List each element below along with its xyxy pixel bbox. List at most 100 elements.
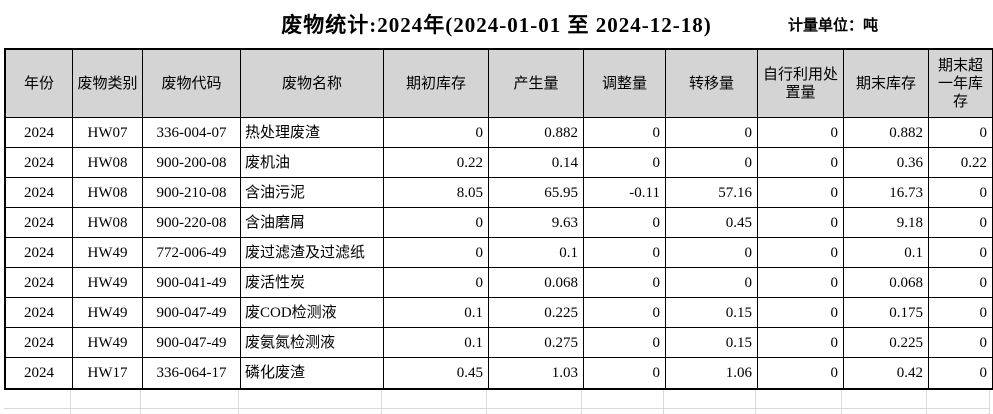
- empty-spreadsheet-cell[interactable]: [382, 390, 487, 409]
- empty-spreadsheet-cell[interactable]: [71, 390, 141, 409]
- cell-adjusted-amount[interactable]: 0: [584, 358, 666, 388]
- empty-spreadsheet-cell[interactable]: [842, 409, 927, 414]
- cell-closing-stock[interactable]: 0.36: [844, 148, 929, 178]
- cell-self-disposal-amount[interactable]: 0: [758, 328, 844, 358]
- cell-transferred-amount[interactable]: 0.45: [666, 208, 758, 238]
- column-header-transferred-amount[interactable]: 转移量: [666, 50, 758, 118]
- cell-waste-category[interactable]: HW49: [73, 328, 143, 358]
- cell-over-one-year-stock[interactable]: 0: [929, 298, 992, 328]
- cell-generated-amount[interactable]: 0.068: [489, 268, 584, 298]
- cell-waste-category[interactable]: HW07: [73, 118, 143, 148]
- cell-year[interactable]: 2024: [6, 208, 73, 238]
- cell-closing-stock[interactable]: 0.882: [844, 118, 929, 148]
- empty-spreadsheet-cell[interactable]: [4, 409, 71, 414]
- column-header-year[interactable]: 年份: [6, 50, 73, 118]
- cell-self-disposal-amount[interactable]: 0: [758, 208, 844, 238]
- column-header-closing-stock[interactable]: 期末库存: [844, 50, 929, 118]
- cell-adjusted-amount[interactable]: 0: [584, 118, 666, 148]
- cell-waste-code[interactable]: 900-047-49: [143, 298, 241, 328]
- cell-adjusted-amount[interactable]: 0: [584, 238, 666, 268]
- cell-waste-category[interactable]: HW08: [73, 178, 143, 208]
- cell-closing-stock[interactable]: 0.225: [844, 328, 929, 358]
- cell-year[interactable]: 2024: [6, 328, 73, 358]
- column-header-adjusted-amount[interactable]: 调整量: [584, 50, 666, 118]
- cell-opening-stock[interactable]: 0: [384, 268, 489, 298]
- cell-over-one-year-stock[interactable]: 0: [929, 178, 992, 208]
- empty-spreadsheet-cell[interactable]: [927, 409, 990, 414]
- cell-opening-stock[interactable]: 0.1: [384, 298, 489, 328]
- cell-waste-code[interactable]: 900-041-49: [143, 268, 241, 298]
- cell-year[interactable]: 2024: [6, 148, 73, 178]
- cell-closing-stock[interactable]: 9.18: [844, 208, 929, 238]
- cell-opening-stock[interactable]: 0.22: [384, 148, 489, 178]
- cell-waste-category[interactable]: HW49: [73, 268, 143, 298]
- empty-spreadsheet-cell[interactable]: [239, 409, 382, 414]
- cell-transferred-amount[interactable]: 1.06: [666, 358, 758, 388]
- cell-closing-stock[interactable]: 0.175: [844, 298, 929, 328]
- cell-over-one-year-stock[interactable]: 0: [929, 118, 992, 148]
- cell-over-one-year-stock[interactable]: 0: [929, 208, 992, 238]
- cell-adjusted-amount[interactable]: 0: [584, 298, 666, 328]
- cell-waste-name[interactable]: 废COD检测液: [241, 298, 384, 328]
- cell-closing-stock[interactable]: 0.068: [844, 268, 929, 298]
- cell-adjusted-amount[interactable]: -0.11: [584, 178, 666, 208]
- cell-waste-name[interactable]: 废机油: [241, 148, 384, 178]
- cell-transferred-amount[interactable]: 0.15: [666, 298, 758, 328]
- cell-year[interactable]: 2024: [6, 178, 73, 208]
- empty-spreadsheet-cell[interactable]: [71, 409, 141, 414]
- cell-generated-amount[interactable]: 9.63: [489, 208, 584, 238]
- cell-transferred-amount[interactable]: 57.16: [666, 178, 758, 208]
- empty-spreadsheet-cell[interactable]: [141, 390, 239, 409]
- cell-waste-category[interactable]: HW49: [73, 298, 143, 328]
- cell-transferred-amount[interactable]: 0: [666, 238, 758, 268]
- cell-opening-stock[interactable]: 0: [384, 118, 489, 148]
- cell-transferred-amount[interactable]: 0: [666, 148, 758, 178]
- cell-opening-stock[interactable]: 0.1: [384, 328, 489, 358]
- column-header-waste-category[interactable]: 废物类别: [73, 50, 143, 118]
- cell-generated-amount[interactable]: 0.225: [489, 298, 584, 328]
- cell-over-one-year-stock[interactable]: 0: [979, 365, 988, 381]
- empty-spreadsheet-cell[interactable]: [664, 390, 756, 409]
- cell-self-disposal-amount[interactable]: 0: [758, 298, 844, 328]
- cell-self-disposal-amount[interactable]: 0: [758, 358, 844, 388]
- cell-self-disposal-amount[interactable]: 0: [758, 238, 844, 268]
- cell-waste-name[interactable]: 废氨氮检测液: [241, 328, 384, 358]
- cell-adjusted-amount[interactable]: 0: [584, 268, 666, 298]
- cell-waste-name[interactable]: 废活性炭: [241, 268, 384, 298]
- column-header-opening-stock[interactable]: 期初库存: [384, 50, 489, 118]
- cell-year[interactable]: 2024: [6, 268, 73, 298]
- empty-spreadsheet-cell[interactable]: [756, 390, 842, 409]
- cell-waste-code[interactable]: 772-006-49: [143, 238, 241, 268]
- cell-over-one-year-stock[interactable]: 0: [929, 238, 992, 268]
- column-header-waste-name[interactable]: 废物名称: [241, 50, 384, 118]
- empty-spreadsheet-cell[interactable]: [756, 409, 842, 414]
- cell-year[interactable]: 2024: [6, 118, 73, 148]
- cell-adjusted-amount[interactable]: 0: [584, 208, 666, 238]
- cell-year[interactable]: 2024: [6, 238, 73, 268]
- empty-spreadsheet-cell[interactable]: [664, 409, 756, 414]
- empty-spreadsheet-cell[interactable]: [141, 409, 239, 414]
- cell-waste-code[interactable]: 336-004-07: [143, 118, 241, 148]
- empty-spreadsheet-cell[interactable]: [4, 390, 71, 409]
- cell-opening-stock[interactable]: 8.05: [384, 178, 489, 208]
- cell-waste-name[interactable]: 磷化废渣: [241, 358, 384, 388]
- cell-generated-amount[interactable]: 0.14: [489, 148, 584, 178]
- cell-year[interactable]: 2024: [6, 298, 73, 328]
- empty-spreadsheet-cell[interactable]: [582, 390, 664, 409]
- cell-opening-stock[interactable]: 0: [384, 238, 489, 268]
- cell-transferred-amount[interactable]: 0: [666, 268, 758, 298]
- cell-self-disposal-amount[interactable]: 0: [758, 178, 844, 208]
- empty-spreadsheet-cell[interactable]: [582, 409, 664, 414]
- cell-over-one-year-stock[interactable]: 0.22: [929, 148, 992, 178]
- cell-generated-amount[interactable]: 65.95: [489, 178, 584, 208]
- cell-transferred-amount[interactable]: 0: [666, 118, 758, 148]
- cell-self-disposal-amount[interactable]: 0: [758, 118, 844, 148]
- cell-waste-category[interactable]: HW08: [73, 208, 143, 238]
- cell-waste-name[interactable]: 含油磨屑: [241, 208, 384, 238]
- cell-waste-category[interactable]: HW08: [73, 148, 143, 178]
- cell-self-disposal-amount[interactable]: 0: [758, 148, 844, 178]
- cell-opening-stock[interactable]: 0.45: [384, 358, 489, 388]
- empty-spreadsheet-cell[interactable]: [239, 390, 382, 409]
- cell-closing-stock[interactable]: 16.73: [844, 178, 929, 208]
- cell-waste-category[interactable]: HW17: [73, 358, 143, 388]
